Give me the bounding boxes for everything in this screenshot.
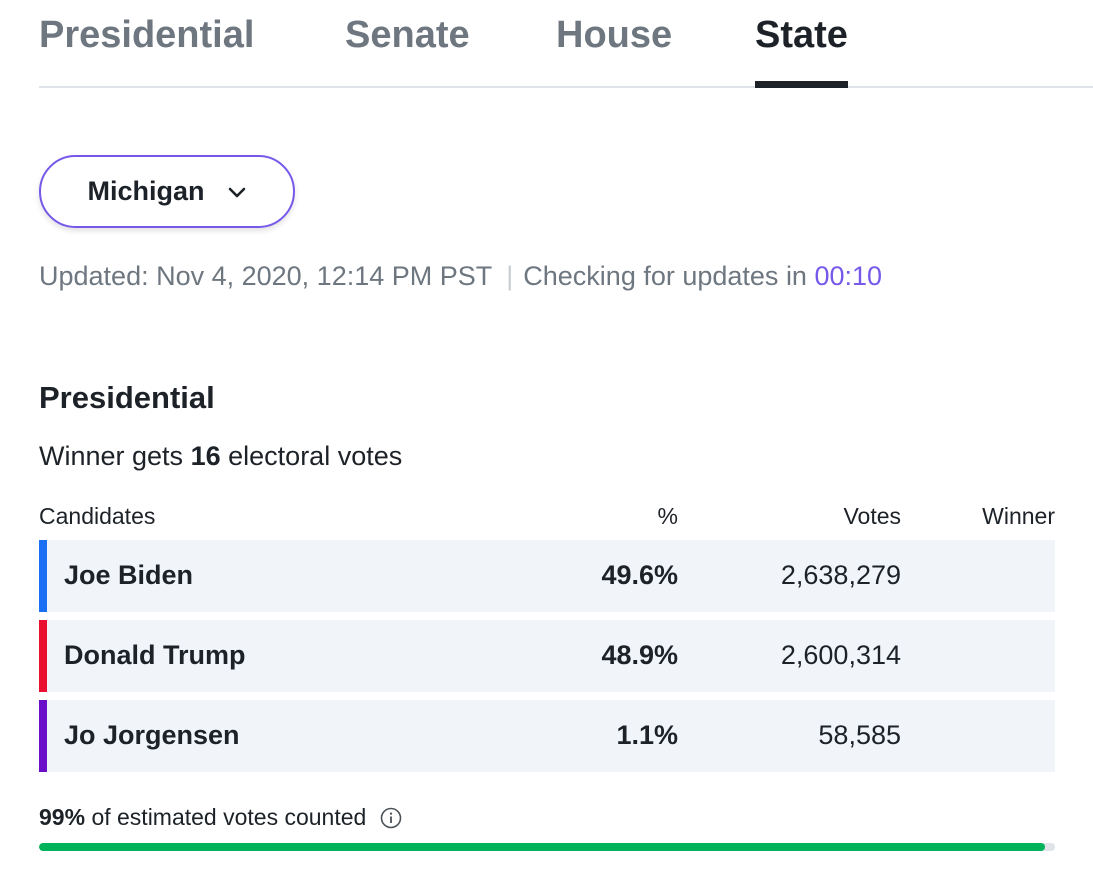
checking-label: Checking for updates in [523, 261, 807, 291]
party-color-bar [39, 700, 47, 772]
update-status: Updated: Nov 4, 2020, 12:14 PM PST | Check… [39, 261, 882, 292]
electoral-votes-count: 16 [190, 441, 221, 471]
candidate-row: Jo Jorgensen 1.1% 58,585 [39, 700, 1055, 772]
party-color-bar [39, 540, 47, 612]
column-header-percent: % [657, 503, 678, 529]
candidate-votes: 2,600,314 [780, 640, 901, 670]
column-header-candidates: Candidates [39, 503, 156, 529]
party-color-bar [39, 620, 47, 692]
candidate-name: Jo Jorgensen [64, 720, 240, 750]
votes-counted-percent: 99% [39, 804, 86, 830]
candidate-votes: 2,638,279 [780, 560, 901, 590]
results-table-header: Candidates % Votes Winner [39, 503, 1055, 533]
electoral-suffix: electoral votes [228, 441, 403, 471]
candidate-row: Joe Biden 49.6% 2,638,279 [39, 540, 1055, 612]
votes-counted-progress-bar [39, 843, 1055, 851]
status-separator: | [506, 261, 514, 291]
candidate-name: Donald Trump [64, 640, 246, 670]
update-countdown: 00:10 [814, 261, 883, 291]
race-title: Presidential [39, 380, 215, 415]
tab-presidential[interactable]: Presidential [39, 14, 255, 56]
candidate-row: Donald Trump 48.9% 2,600,314 [39, 620, 1055, 692]
state-dropdown[interactable]: Michigan [39, 155, 295, 228]
candidate-percent: 1.1% [616, 720, 678, 750]
votes-counted-label: of estimated votes counted [91, 804, 367, 830]
updated-timestamp: Updated: Nov 4, 2020, 12:14 PM PST [39, 261, 493, 291]
state-dropdown-value: Michigan [87, 176, 205, 206]
tab-senate[interactable]: Senate [345, 14, 470, 56]
race-tabs: Presidential Senate House State [39, 0, 1093, 88]
candidate-name: Joe Biden [64, 560, 194, 590]
electoral-prefix: Winner gets [39, 441, 184, 471]
column-header-votes: Votes [843, 503, 901, 529]
column-header-winner: Winner [982, 503, 1055, 529]
chevron-down-icon [227, 185, 247, 199]
candidate-percent: 48.9% [601, 640, 678, 670]
electoral-votes-line: Winner gets 16 electoral votes [39, 441, 402, 472]
candidate-votes: 58,585 [818, 720, 901, 750]
info-icon[interactable] [380, 807, 402, 829]
tab-house[interactable]: House [556, 14, 673, 56]
candidate-percent: 49.6% [601, 560, 678, 590]
votes-counted-progress-fill [39, 843, 1045, 851]
votes-counted-line: 99% of estimated votes counted [39, 804, 402, 831]
tab-state[interactable]: State [755, 14, 848, 88]
